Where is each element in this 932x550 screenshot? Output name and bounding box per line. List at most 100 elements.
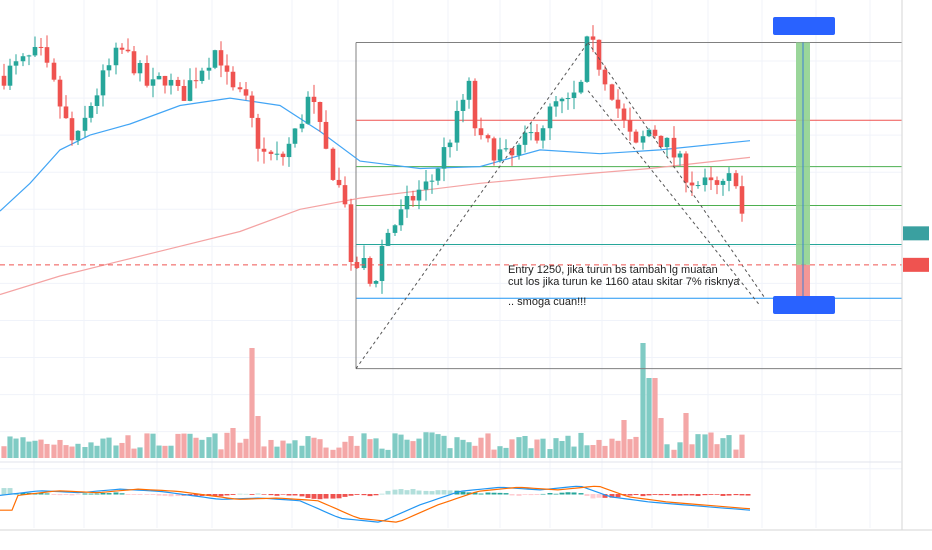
volume-bar [38, 439, 44, 458]
volume-bar [187, 433, 193, 458]
candle-body [51, 62, 57, 80]
macd-histogram-bar [224, 494, 230, 496]
candle-body [509, 148, 515, 156]
volume-bar [330, 449, 336, 458]
macd-histogram-bar [193, 494, 199, 496]
candle-body [255, 117, 261, 149]
volume-bar [615, 440, 621, 458]
macd-histogram-bar [509, 494, 515, 496]
candle-body [547, 106, 553, 129]
candle-body [596, 39, 602, 70]
candle-body [429, 180, 435, 182]
volume-bar [596, 439, 602, 458]
macd-histogram-bar [658, 494, 664, 496]
candle-body [311, 96, 317, 103]
candle-body [602, 69, 608, 85]
macd-histogram-bar [243, 493, 249, 495]
macd-histogram-bar [416, 490, 422, 495]
candle-body [491, 138, 497, 161]
candle-body [677, 153, 683, 158]
macd-histogram-bar [559, 492, 565, 495]
volume-bar [714, 444, 720, 458]
macd-histogram-bar [392, 489, 398, 495]
volume-bar [373, 438, 379, 458]
candle-body [441, 147, 447, 169]
volume-bar [193, 437, 199, 458]
volume-bar [466, 442, 472, 458]
volume-bar [410, 441, 416, 458]
volume-bar [485, 433, 491, 458]
target-box [773, 17, 835, 35]
candle-body [646, 129, 652, 137]
volume-bar [590, 445, 596, 458]
macd-histogram-bar [652, 494, 658, 495]
candle-body [398, 209, 404, 226]
macd-histogram-bar [689, 494, 695, 496]
macd-histogram-bar [249, 494, 255, 495]
volume-bar [51, 444, 57, 458]
macd-histogram-bar [720, 494, 726, 496]
volume-bar [317, 439, 323, 458]
macd-histogram-bar [726, 494, 732, 496]
volume-bar [509, 439, 515, 458]
candle-body [652, 129, 658, 136]
candle-body [57, 79, 63, 107]
candle-body [361, 258, 367, 269]
volume-bar [125, 435, 131, 458]
macd-histogram-bar [491, 492, 497, 495]
volume-bar [361, 433, 367, 458]
candle-body [323, 121, 329, 149]
macd-histogram-bar [237, 493, 243, 495]
candle-body [478, 128, 484, 136]
volume-bar [702, 434, 708, 458]
volume-bar [503, 447, 509, 458]
candle-body [404, 196, 410, 210]
volume-bar [435, 434, 441, 458]
macd-histogram-bar [466, 492, 472, 495]
candle-body [726, 173, 732, 181]
macd-histogram-bar [528, 494, 534, 496]
macd-histogram-bar [317, 494, 323, 500]
macd-histogram-bar [609, 494, 615, 498]
position-tool[interactable] [773, 17, 835, 314]
candle-body [212, 50, 218, 68]
volume-bar [677, 442, 683, 458]
macd-histogram-bar [571, 492, 577, 495]
macd-histogram-bar [286, 494, 292, 496]
volume-bar [1, 446, 7, 458]
macd-histogram-bar [540, 493, 546, 495]
macd-histogram-bar [714, 494, 720, 495]
macd-histogram-bar [503, 493, 509, 495]
volume-bar [144, 433, 150, 458]
volume-bar [26, 441, 32, 458]
macd-histogram-bar [106, 493, 112, 495]
candle-body [317, 102, 323, 122]
macd-histogram-bar [280, 494, 286, 495]
volume-bar [584, 445, 590, 458]
macd-histogram-bar [162, 494, 168, 496]
candle-body [410, 196, 416, 201]
macd-histogram-bar [584, 494, 590, 497]
macd-histogram-bar [671, 494, 677, 496]
candle-body [330, 148, 336, 180]
volume-bar [633, 436, 639, 458]
volume-bar [243, 438, 249, 458]
candle-body [354, 262, 360, 269]
candle-body [75, 130, 81, 141]
macd-histogram-bar [615, 494, 621, 498]
volume-bar [416, 438, 422, 458]
volume-bar [286, 443, 292, 458]
candle-body [137, 63, 143, 74]
chart-axes [0, 0, 932, 531]
volume-bar [305, 436, 311, 458]
macd-histogram-bar [627, 494, 633, 496]
macd-histogram-bar [348, 494, 354, 496]
candle-body [609, 84, 615, 100]
candle-body [336, 179, 342, 186]
macd-histogram-bar [578, 493, 584, 495]
macd-histogram-bar [187, 494, 193, 496]
price-marker [903, 226, 929, 241]
macd-histogram-bar [379, 493, 385, 495]
volume-bar [491, 449, 497, 458]
